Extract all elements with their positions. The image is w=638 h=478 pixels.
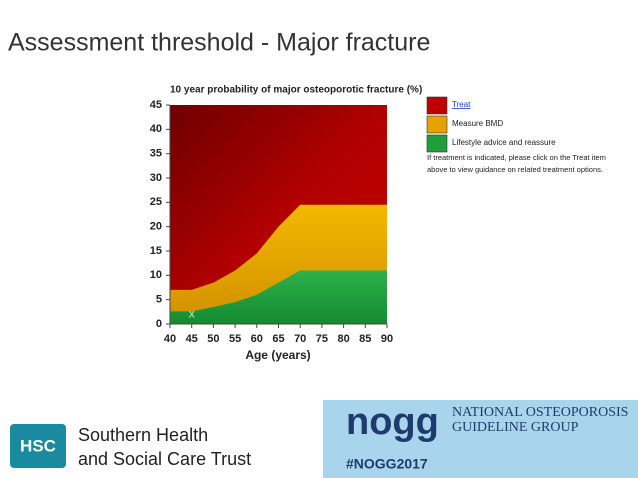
hsc-text: HSC — [20, 436, 56, 455]
patient-marker: x — [189, 306, 195, 320]
legend-label: Measure BMD — [452, 119, 503, 128]
x-tick-label: 65 — [272, 333, 284, 345]
y-tick-label: 5 — [156, 294, 162, 306]
chart-title: 10 year probability of major osteoporoti… — [170, 85, 422, 96]
nogg-group: GUIDELINE GROUP — [452, 420, 579, 435]
x-tick-label: 50 — [207, 333, 219, 345]
legend-note-line: above to view guidance on related treatm… — [427, 165, 603, 174]
trust-name: and Social Care Trust — [78, 449, 251, 469]
x-axis-label: Age (years) — [245, 348, 310, 362]
y-tick-label: 30 — [150, 172, 162, 184]
nogg-logo: nogg — [346, 401, 439, 443]
legend-note-line: If treatment is indicated, please click … — [427, 153, 606, 162]
legend-swatch — [426, 134, 448, 153]
x-tick-label: 40 — [164, 333, 176, 345]
nogg-group: NATIONAL OSTEOPOROSIS — [452, 405, 628, 420]
legend-swatch — [426, 96, 448, 115]
x-tick-label: 85 — [359, 333, 371, 345]
legend-swatch — [426, 115, 448, 134]
legend-link[interactable]: Treat — [452, 100, 471, 109]
slide-title: Assessment threshold - Major fracture — [8, 29, 430, 57]
y-tick-label: 40 — [150, 123, 162, 135]
plot: 0 5 10 15 20 25 30 35 40 45 40 45 50 55 60 65 70 75 80 85 90… — [150, 99, 393, 345]
legend-label: Lifestyle advice and reassure — [452, 138, 556, 147]
y-tick-label: 15 — [150, 245, 162, 257]
nogg-panel — [323, 400, 638, 478]
legend-note: If treatment is indicated, please click … — [427, 153, 606, 174]
y-tick-label: 25 — [150, 196, 162, 208]
y-tick-label: 0 — [156, 318, 162, 330]
legend: Treat Measure BMD Lifestyle advice and rea… — [426, 96, 556, 153]
x-tick-label: 60 — [251, 333, 263, 345]
y-tick-label: 45 — [150, 99, 162, 111]
x-tick-label: 70 — [294, 333, 306, 345]
x-tick-label: 45 — [186, 333, 198, 345]
trust-name: Southern Health — [78, 425, 208, 445]
y-tick-label: 10 — [150, 269, 162, 281]
y-tick-label: 20 — [150, 221, 162, 233]
x-tick-label: 75 — [316, 333, 328, 345]
x-tick-label: 55 — [229, 333, 241, 345]
hsc-logo — [10, 424, 66, 468]
x-tick-label: 80 — [337, 333, 349, 345]
area — [170, 270, 387, 324]
x-tick-label: 90 — [381, 333, 393, 345]
y-tick-label: 35 — [150, 148, 162, 160]
hashtag: #NOGG2017 — [346, 456, 428, 472]
